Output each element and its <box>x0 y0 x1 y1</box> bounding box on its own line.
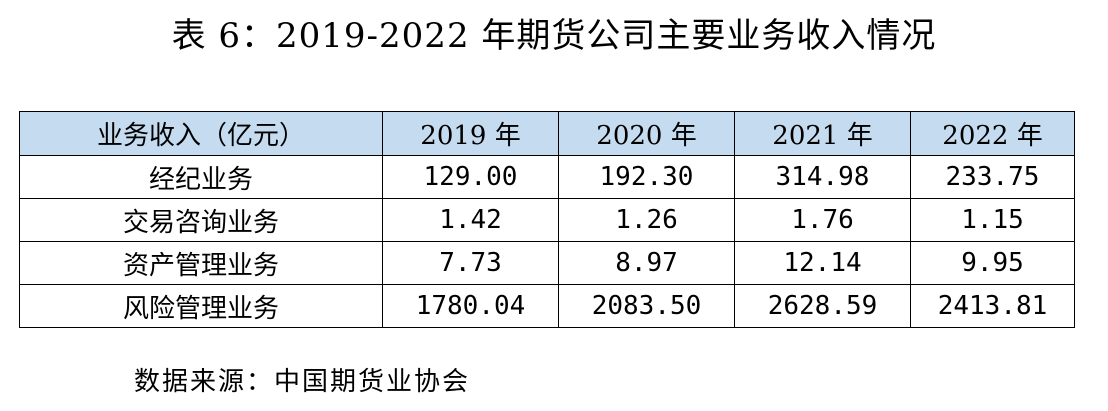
table-cell: 12.14 <box>734 241 911 285</box>
table-cell: 8.97 <box>558 241 735 285</box>
header-year-2022: 2022 年 <box>910 111 1075 156</box>
header-year-2021: 2021 年 <box>734 111 911 156</box>
header-category: 业务收入（亿元） <box>19 111 383 156</box>
table-row: 交易咨询业务 1.42 1.26 1.76 1.15 <box>19 198 1075 242</box>
table-cell: 1.42 <box>382 198 559 242</box>
table-cell: 2628.59 <box>734 284 911 328</box>
table-header-row: 业务收入（亿元） 2019 年 2020 年 2021 年 2022 年 <box>19 111 1075 156</box>
revenue-table: 业务收入（亿元） 2019 年 2020 年 2021 年 2022 年 经纪业… <box>19 111 1075 328</box>
table-cell: 9.95 <box>910 241 1075 285</box>
table-row: 风险管理业务 1780.04 2083.50 2628.59 2413.81 <box>19 284 1075 328</box>
data-source-note: 数据来源：中国期货业协会 <box>134 367 471 397</box>
table-cell: 1.76 <box>734 198 911 242</box>
table-cell: 1780.04 <box>382 284 559 328</box>
header-year-2020: 2020 年 <box>558 111 735 156</box>
table-title: 表 6：2019-2022 年期货公司主要业务收入情况 <box>171 16 937 56</box>
table-row: 资产管理业务 7.73 8.97 12.14 9.95 <box>19 241 1075 285</box>
header-year-2019: 2019 年 <box>382 111 559 156</box>
row-label: 经纪业务 <box>19 155 383 199</box>
table-cell: 233.75 <box>910 155 1075 199</box>
table-cell: 1.26 <box>558 198 735 242</box>
row-label: 交易咨询业务 <box>19 198 383 242</box>
table-cell: 1.15 <box>910 198 1075 242</box>
table-cell: 314.98 <box>734 155 911 199</box>
row-label: 风险管理业务 <box>19 284 383 328</box>
table-cell: 192.30 <box>558 155 735 199</box>
table-cell: 7.73 <box>382 241 559 285</box>
table-cell: 2083.50 <box>558 284 735 328</box>
row-label: 资产管理业务 <box>19 241 383 285</box>
table-cell: 2413.81 <box>910 284 1075 328</box>
table-cell: 129.00 <box>382 155 559 199</box>
table-row: 经纪业务 129.00 192.30 314.98 233.75 <box>19 155 1075 199</box>
